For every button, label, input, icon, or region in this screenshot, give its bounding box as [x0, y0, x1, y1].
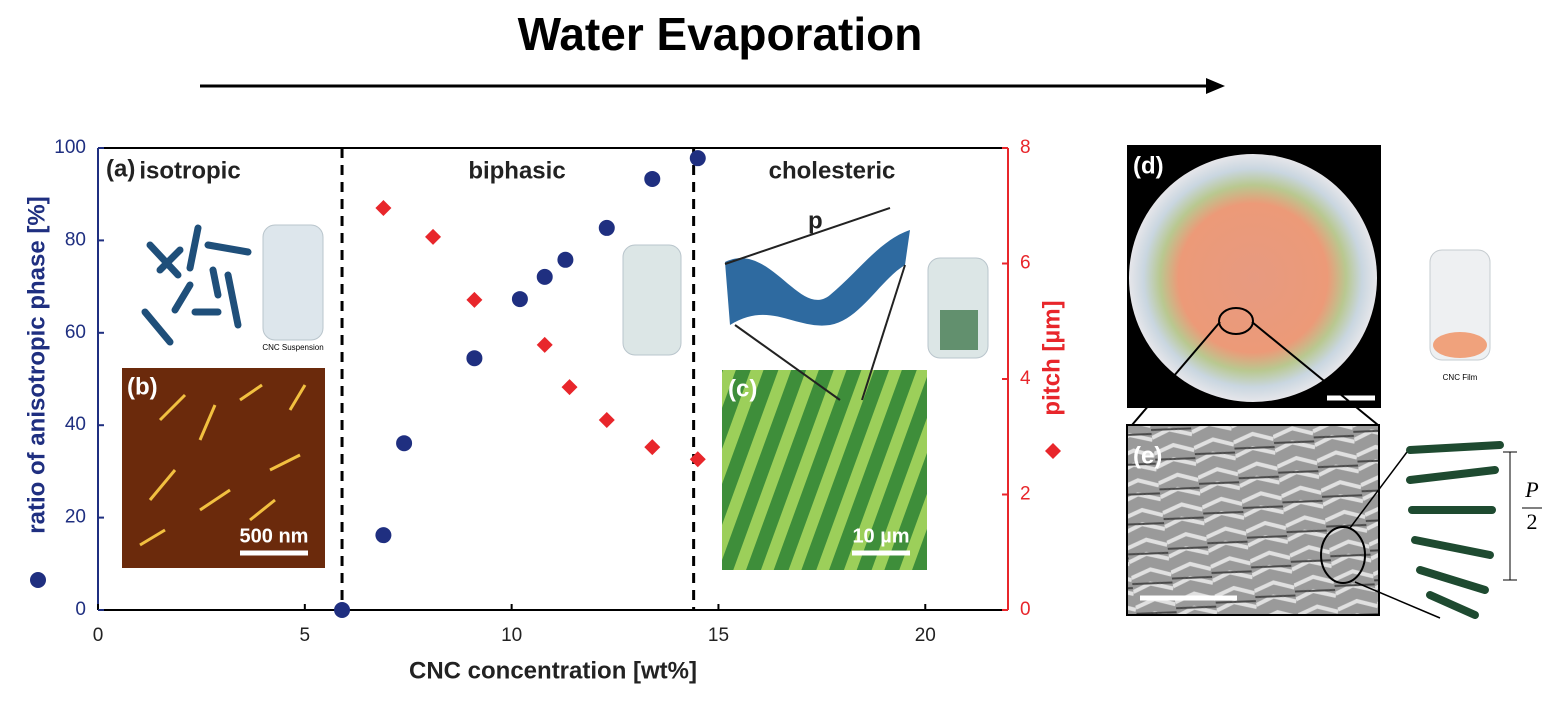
helix — [725, 230, 910, 326]
jar-label: CNC Film — [1443, 373, 1478, 382]
x-tick-label: 20 — [915, 625, 936, 646]
ratio-point — [557, 251, 574, 268]
film-disc — [1129, 154, 1377, 402]
jar — [1429, 249, 1491, 361]
panel-label: (a) — [106, 155, 135, 182]
pitch-point — [466, 291, 483, 308]
y-tick-label: 0 — [75, 599, 86, 620]
zoom-line — [1349, 447, 1411, 529]
pitch-point — [598, 412, 615, 429]
jar-label: CNC Suspension — [262, 343, 323, 352]
pitch-point — [425, 228, 442, 245]
x-tick-label: 0 — [93, 625, 104, 646]
zoom-line — [861, 264, 906, 401]
ratio-point — [375, 527, 392, 544]
y2-tick-label: 8 — [1020, 137, 1031, 158]
ratio-point — [466, 350, 483, 367]
ratio-point — [511, 291, 528, 308]
y2-tick-label: 2 — [1020, 484, 1031, 505]
pom-image — [722, 370, 927, 570]
cnc-rods — [141, 224, 252, 346]
y-tick-label: 20 — [65, 507, 86, 528]
pitch-line — [724, 207, 891, 265]
region-label: cholesteric — [769, 157, 896, 184]
zoom-line — [734, 324, 841, 401]
y2-axis-label: pitch [µm] — [1038, 300, 1065, 415]
title: Water Evaporation — [518, 8, 923, 60]
sem-image — [1126, 424, 1380, 616]
x-tick-label: 15 — [708, 625, 729, 646]
ratio-point — [396, 435, 413, 452]
half-pitch-denominator: 2 — [1527, 509, 1538, 534]
scatter-chart: 0 5 10 15 20 0 20 40 60 80 100 0 2 4 6 8 CNC concentrati… — [23, 137, 1065, 684]
scale-label: 500 nm — [240, 525, 309, 547]
x-tick-label: 5 — [300, 625, 311, 646]
ratio-point — [598, 219, 615, 236]
panel-label: (b) — [127, 373, 158, 400]
ratio-point — [644, 170, 661, 187]
region-label: isotropic — [139, 157, 240, 184]
y-tick-label: 80 — [65, 229, 86, 250]
pitch-point — [375, 200, 392, 217]
region-label: biphasic — [468, 157, 565, 184]
film — [1433, 332, 1487, 358]
y2-tick-label: 0 — [1020, 599, 1031, 620]
panel-label: (e) — [1133, 442, 1162, 469]
zoom-circle — [1320, 526, 1366, 584]
jar — [262, 224, 324, 341]
y-label-marker — [30, 572, 46, 588]
ratio-point — [334, 602, 351, 618]
zoom-circle — [1218, 307, 1254, 335]
y-axis-label: ratio of anisotropic phase [%] — [23, 196, 50, 533]
y2-label-marker — [1045, 443, 1061, 459]
half-pitch-numerator: P — [1524, 477, 1538, 502]
jar-contents — [940, 310, 978, 350]
y2-tick-label: 6 — [1020, 253, 1031, 274]
pitch-point — [689, 451, 706, 468]
pitch-point — [536, 336, 553, 353]
afm-rods — [139, 383, 307, 547]
y-tick-label: 40 — [65, 414, 86, 435]
y-tick-label: 100 — [54, 137, 86, 158]
helix-rods — [1406, 441, 1504, 619]
pitch-symbol: p — [808, 207, 823, 234]
zoom-line — [1251, 321, 1379, 426]
jar — [622, 244, 682, 356]
ratio-point — [536, 268, 553, 285]
y2-tick-label: 4 — [1020, 368, 1031, 389]
panel-label: (c) — [728, 375, 757, 402]
arrow-head — [1206, 78, 1225, 94]
pitch-point — [644, 439, 661, 456]
x-axis-label: CNC concentration [wt%] — [409, 657, 697, 684]
panel-label: (d) — [1133, 152, 1164, 179]
y-tick-label: 60 — [65, 322, 86, 343]
zoom-line — [1131, 321, 1221, 426]
scale-label: 10 µm — [852, 525, 909, 547]
x-tick-label: 10 — [501, 625, 522, 646]
zoom-line — [1354, 581, 1441, 619]
pitch-point — [561, 379, 578, 396]
ratio-point — [689, 150, 706, 167]
